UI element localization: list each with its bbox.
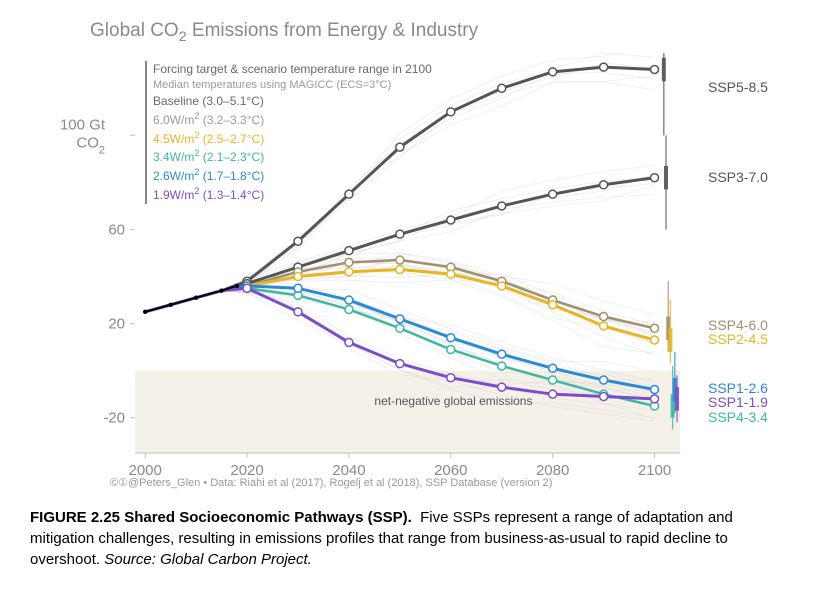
scenario-label-ssp2-45: SSP2-4.5 (708, 331, 768, 347)
legend-item-2: 4.5W/m2 (2.5–2.7°C) (153, 129, 432, 148)
svg-text:100 Gt: 100 Gt (60, 116, 106, 133)
figure-caption: FIGURE 2.25 Shared Socioeconomic Pathway… (30, 507, 789, 570)
legend-item-0: Baseline (3.0–5.1°C) (153, 93, 432, 110)
net-negative-label: net-negative global emissions (374, 394, 532, 408)
legend: Forcing target & scenario temperature ra… (145, 61, 432, 204)
svg-text:2000: 2000 (128, 462, 161, 479)
svg-text:2020: 2020 (230, 462, 263, 479)
legend-item-3: 3.4W/m2 (2.1–2.3°C) (153, 147, 432, 166)
svg-text:2040: 2040 (332, 462, 365, 479)
svg-text:-20: -20 (103, 410, 125, 427)
legend-header-2: Median temperatures using MAGICC (ECS=3°… (153, 78, 432, 93)
chart-plot-area: 200020202040206020802100-202060100 GtCO2… (40, 53, 790, 503)
scenario-label-ssp3-70: SSP3-7.0 (708, 169, 768, 185)
chart-title: Global CO2 Emissions from Energy & Indus… (90, 20, 790, 45)
legend-item-1: 6.0W/m2 (3.2–3.3°C) (153, 110, 432, 129)
svg-text:2080: 2080 (536, 462, 569, 479)
legend-header-1: Forcing target & scenario temperature ra… (153, 61, 432, 78)
svg-text:20: 20 (108, 315, 125, 332)
legend-item-5: 1.9W/m2 (1.3–1.4°C) (153, 185, 432, 204)
scenario-label-ssp5-85: SSP5-8.5 (708, 79, 768, 95)
scenario-label-ssp4-34: SSP4-3.4 (708, 409, 768, 425)
svg-text:60: 60 (108, 221, 125, 238)
chart-container: Global CO2 Emissions from Energy & Indus… (40, 20, 790, 470)
svg-text:2060: 2060 (434, 462, 467, 479)
svg-text:CO2: CO2 (76, 134, 105, 156)
legend-item-4: 2.6W/m2 (1.7–1.8°C) (153, 166, 432, 185)
svg-text:2100: 2100 (638, 462, 671, 479)
